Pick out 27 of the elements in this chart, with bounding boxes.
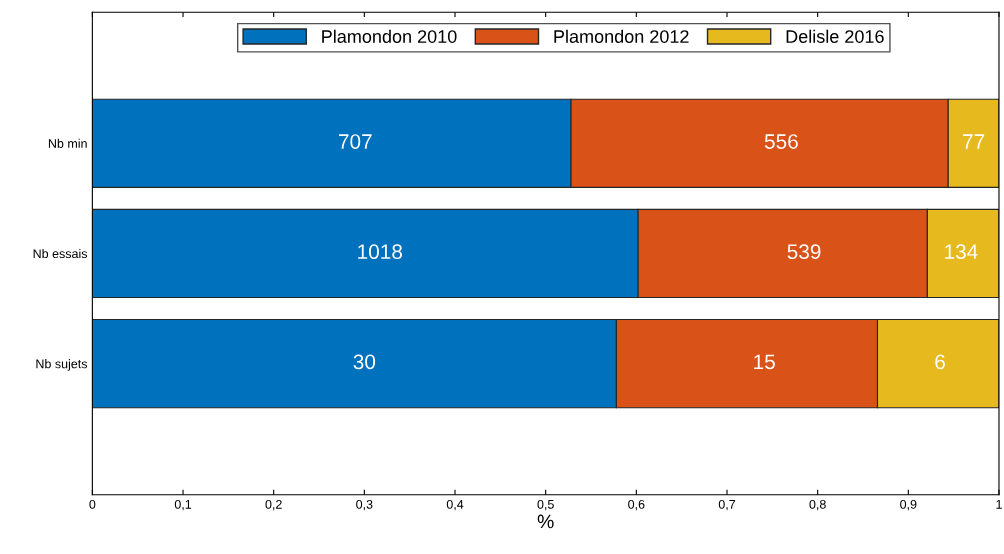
x-tick-label: 0,3 — [356, 499, 373, 511]
annotation: 539 — [787, 244, 821, 260]
annotation: 30 — [353, 354, 376, 370]
x-tick-label: 0,8 — [809, 499, 826, 511]
x-tick-label: 0 — [89, 499, 96, 509]
x-tick-label: 0,7 — [718, 499, 736, 511]
x-tick-label: 0,9 — [900, 499, 917, 511]
x-tick-label: 0,6 — [628, 499, 645, 511]
x-tick-label: 1 — [996, 500, 1002, 509]
y-tick-label: Nb essais — [33, 248, 88, 259]
legend-label: Delisle 2016 — [786, 29, 884, 43]
x-tick-label: 0,4 — [446, 499, 464, 511]
y-tick-label: Nb min — [48, 138, 87, 148]
annotation: 77 — [963, 134, 985, 149]
annotation: 556 — [764, 134, 798, 149]
annotation: 134 — [945, 244, 978, 260]
x-tick-label: 0,5 — [537, 499, 554, 511]
x-axis-title: % — [537, 514, 554, 529]
annotation: 6 — [935, 354, 945, 370]
annotation: 15 — [754, 354, 775, 370]
annotation: 707 — [338, 134, 372, 149]
x-tick-label: 0,1 — [174, 499, 192, 511]
y-tick-label: Nb sujets — [36, 359, 88, 371]
legend-label: Plamondon 2010 — [322, 29, 457, 43]
x-tick-label: 0,2 — [265, 499, 282, 511]
annotation: 1018 — [358, 244, 403, 260]
legend-label: Plamondon 2012 — [554, 29, 689, 43]
